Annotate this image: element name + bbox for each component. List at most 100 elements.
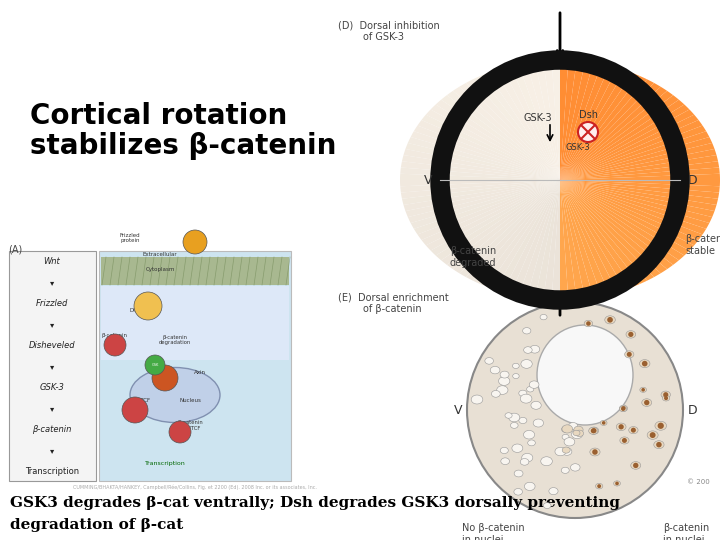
Text: No β-catenin
in nuclei: No β-catenin in nuclei xyxy=(462,523,525,540)
Ellipse shape xyxy=(529,381,539,388)
Text: Nucleus: Nucleus xyxy=(179,397,201,402)
Circle shape xyxy=(642,388,645,392)
Wedge shape xyxy=(560,180,679,265)
Wedge shape xyxy=(410,131,560,180)
Wedge shape xyxy=(503,66,560,180)
Ellipse shape xyxy=(514,489,523,495)
Wedge shape xyxy=(466,180,560,281)
Ellipse shape xyxy=(647,431,658,440)
Wedge shape xyxy=(560,143,714,180)
Ellipse shape xyxy=(575,430,584,436)
Wedge shape xyxy=(408,180,560,223)
Ellipse shape xyxy=(541,457,552,465)
Wedge shape xyxy=(447,91,560,180)
Wedge shape xyxy=(527,180,560,299)
Ellipse shape xyxy=(540,314,547,320)
Text: V: V xyxy=(454,403,462,416)
Wedge shape xyxy=(560,62,593,180)
Ellipse shape xyxy=(490,367,500,374)
Text: Wnt: Wnt xyxy=(44,258,60,267)
Wedge shape xyxy=(560,60,585,180)
Wedge shape xyxy=(560,91,673,180)
Wedge shape xyxy=(560,180,640,287)
Bar xyxy=(101,257,289,285)
Ellipse shape xyxy=(467,302,683,518)
Ellipse shape xyxy=(130,368,220,422)
Ellipse shape xyxy=(562,425,572,433)
Wedge shape xyxy=(459,180,560,277)
Text: GSK3 degrades β-cat ventrally; Dsh degrades GSK3 dorsally preventing: GSK3 degrades β-cat ventrally; Dsh degra… xyxy=(10,496,620,510)
Wedge shape xyxy=(560,161,719,180)
FancyBboxPatch shape xyxy=(9,251,96,481)
Wedge shape xyxy=(405,180,560,217)
Ellipse shape xyxy=(508,413,520,422)
Ellipse shape xyxy=(574,426,583,433)
Circle shape xyxy=(615,482,619,485)
Ellipse shape xyxy=(561,467,570,474)
Wedge shape xyxy=(473,180,560,284)
Wedge shape xyxy=(560,60,577,180)
Wedge shape xyxy=(402,180,560,205)
Circle shape xyxy=(657,423,664,429)
Wedge shape xyxy=(510,180,560,296)
Wedge shape xyxy=(480,180,560,287)
Text: CUMMING/BHAKTA/HANKEY, Campbell/Rée/Collins, Fig. et 2200 (Ed). 2008 Inc. or its: CUMMING/BHAKTA/HANKEY, Campbell/Rée/Coll… xyxy=(73,484,317,490)
Wedge shape xyxy=(560,180,633,289)
Wedge shape xyxy=(503,180,560,294)
Wedge shape xyxy=(560,155,718,180)
Text: Dsh: Dsh xyxy=(578,110,598,120)
Circle shape xyxy=(644,400,649,405)
Wedge shape xyxy=(560,180,720,193)
Circle shape xyxy=(602,421,606,424)
Wedge shape xyxy=(560,60,568,180)
Text: GSK-3: GSK-3 xyxy=(40,383,64,393)
Wedge shape xyxy=(560,180,647,284)
Text: Disheveled: Disheveled xyxy=(29,341,76,350)
Ellipse shape xyxy=(562,426,570,433)
Ellipse shape xyxy=(584,320,593,327)
Wedge shape xyxy=(560,120,703,180)
Ellipse shape xyxy=(528,440,536,446)
Circle shape xyxy=(642,361,647,367)
Text: ▾: ▾ xyxy=(50,447,54,456)
Circle shape xyxy=(592,449,598,455)
Text: β-catenin
degraded: β-catenin degraded xyxy=(450,246,497,268)
Wedge shape xyxy=(560,180,706,234)
Circle shape xyxy=(663,392,668,397)
Wedge shape xyxy=(560,180,654,281)
Text: D: D xyxy=(688,173,698,186)
Wedge shape xyxy=(560,131,709,180)
Wedge shape xyxy=(400,180,560,193)
Wedge shape xyxy=(560,125,706,180)
Wedge shape xyxy=(436,100,560,180)
Text: ▾: ▾ xyxy=(50,321,54,329)
Ellipse shape xyxy=(549,488,558,495)
Circle shape xyxy=(627,352,631,357)
Text: β catenin
-LEF/TCF: β catenin -LEF/TCF xyxy=(178,420,202,430)
Wedge shape xyxy=(560,180,694,251)
Circle shape xyxy=(591,428,595,433)
Wedge shape xyxy=(421,114,560,180)
Wedge shape xyxy=(527,62,560,180)
Wedge shape xyxy=(560,180,714,217)
Wedge shape xyxy=(560,83,661,180)
Wedge shape xyxy=(403,180,560,211)
Text: Frizzled
protein: Frizzled protein xyxy=(120,233,140,244)
Text: Frizzled: Frizzled xyxy=(36,300,68,308)
Ellipse shape xyxy=(640,387,647,393)
Ellipse shape xyxy=(555,447,566,456)
Text: Extracellular: Extracellular xyxy=(143,253,177,258)
Ellipse shape xyxy=(544,503,551,509)
Wedge shape xyxy=(495,68,560,180)
Text: GSK-3: GSK-3 xyxy=(523,113,552,123)
Ellipse shape xyxy=(519,417,527,423)
Ellipse shape xyxy=(485,357,493,364)
Circle shape xyxy=(622,438,627,443)
Ellipse shape xyxy=(500,447,508,454)
Text: β-catenin: β-catenin xyxy=(32,426,72,435)
Text: Axin: Axin xyxy=(194,369,206,375)
Wedge shape xyxy=(560,180,716,211)
Wedge shape xyxy=(447,180,560,269)
Text: ▾: ▾ xyxy=(50,362,54,372)
Ellipse shape xyxy=(513,363,519,368)
